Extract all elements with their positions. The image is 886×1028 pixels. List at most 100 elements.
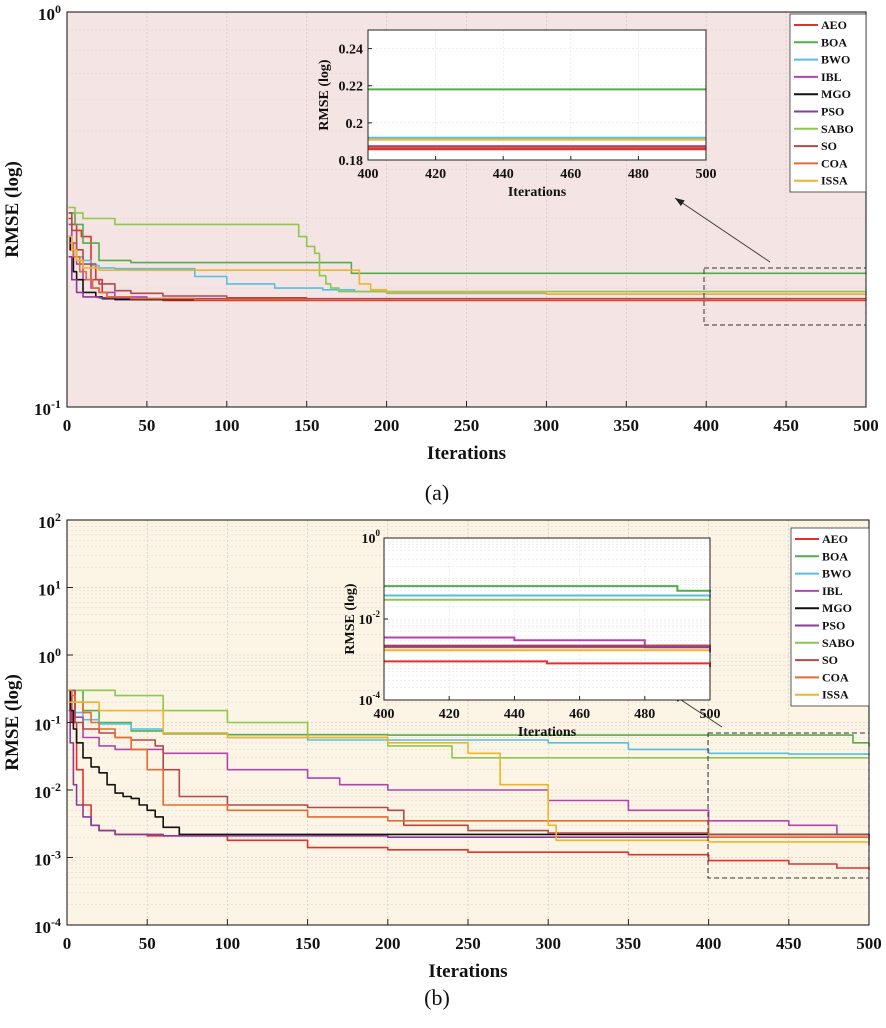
x-tick-label: 300 xyxy=(535,934,561,953)
inset-y-axis-label: RMSE (log) xyxy=(317,59,332,131)
inset-x-tick-label: 500 xyxy=(696,167,717,182)
inset-y-axis-label: RMSE (log) xyxy=(343,583,358,655)
legend-label-boa: BOA xyxy=(821,35,847,49)
inset-y-tick-label: 0.18 xyxy=(339,154,364,169)
legend-label-mgo: MGO xyxy=(822,601,852,615)
inset-y-tick-label: 0.22 xyxy=(339,80,364,95)
legend-label-pso: PSO xyxy=(821,105,844,119)
legend-label-bwo: BWO xyxy=(821,53,850,67)
x-tick-label: 150 xyxy=(294,416,320,435)
x-tick-label: 0 xyxy=(63,934,72,953)
x-tick-label: 200 xyxy=(375,934,401,953)
inset-frame xyxy=(367,29,707,161)
series-issa-a xyxy=(68,235,867,296)
x-axis-label: Iterations xyxy=(427,443,506,464)
legend-label-boa: BOA xyxy=(822,549,848,563)
y-tick-label: 101 xyxy=(38,578,61,600)
legend-label-sabo: SABO xyxy=(821,122,854,136)
y-tick-label: 102 xyxy=(38,510,61,532)
panel-caption: (a) xyxy=(425,480,449,505)
series-coa-a xyxy=(68,242,867,301)
inset-x-axis-label: Iterations xyxy=(508,185,567,200)
x-tick-label: 100 xyxy=(214,416,240,435)
legend-label-ibl: IBL xyxy=(821,70,842,84)
inset-y-tick-label: 10-2 xyxy=(359,609,381,628)
zoom-arrow xyxy=(674,197,771,263)
x-tick-label: 0 xyxy=(63,416,72,435)
legend-box xyxy=(789,13,867,193)
series-issa-b xyxy=(68,701,869,843)
x-tick-label: 450 xyxy=(773,416,799,435)
x-tick-label: 100 xyxy=(215,934,241,953)
zoom-arrow-head xyxy=(675,198,685,207)
x-tick-label: 50 xyxy=(139,934,156,953)
inset-x-tick-label: 440 xyxy=(504,707,525,722)
x-tick-label: 500 xyxy=(856,934,882,953)
inset-y-tick-label: 0.2 xyxy=(346,117,364,132)
inset-background xyxy=(384,538,710,700)
series-aeo-b xyxy=(68,689,870,871)
series-ibl-b xyxy=(68,689,870,841)
inset-x-axis-label: Iterations xyxy=(518,725,577,740)
y-tick-label: 100 xyxy=(38,2,61,24)
inset-y-tick-label: 10-4 xyxy=(359,690,381,709)
legend-label-sabo: SABO xyxy=(822,636,855,650)
legend-box xyxy=(790,527,870,707)
series-boa-a xyxy=(68,212,866,275)
x-tick-label: 450 xyxy=(776,934,802,953)
x-axis-label: Iterations xyxy=(428,961,507,982)
legend-label-so: SO xyxy=(821,139,837,153)
legend-label-ibl: IBL xyxy=(822,584,843,598)
y-axis-label: RMSE (log) xyxy=(2,674,23,771)
y-tick-label: 10-1 xyxy=(34,713,61,735)
series-pso-b xyxy=(68,709,870,846)
inset-x-tick-label: 440 xyxy=(493,167,514,182)
y-tick-label: 100 xyxy=(38,645,61,667)
legend-label-aeo: AEO xyxy=(821,18,847,32)
legend-label-coa: COA xyxy=(822,670,849,684)
inset-x-tick-label: 420 xyxy=(439,707,460,722)
inset-x-tick-label: 420 xyxy=(425,167,446,182)
inset-y-tick-label: 100 xyxy=(362,528,381,547)
legend-label-aeo: AEO xyxy=(822,532,848,546)
x-tick-label: 200 xyxy=(374,416,400,435)
y-tick-label: 10-2 xyxy=(34,780,61,802)
inset-x-tick-label: 500 xyxy=(700,707,721,722)
inset-x-tick-label: 460 xyxy=(560,167,581,182)
x-tick-label: 250 xyxy=(455,934,481,953)
legend-label-mgo: MGO xyxy=(821,87,851,101)
series-mgo-b xyxy=(68,689,870,836)
series-so-a xyxy=(68,212,867,301)
x-tick-label: 50 xyxy=(138,416,155,435)
inset-y-tick-label: 0.24 xyxy=(339,43,364,58)
inset-x-tick-label: 480 xyxy=(634,707,655,722)
y-tick-label: 10-3 xyxy=(34,848,61,870)
inset-x-tick-label: 400 xyxy=(374,707,395,722)
legend-label-issa: ISSA xyxy=(821,174,848,188)
x-tick-label: 500 xyxy=(853,416,879,435)
legend-label-bwo: BWO xyxy=(822,567,851,581)
legend-label-pso: PSO xyxy=(822,619,845,633)
x-tick-label: 300 xyxy=(534,416,560,435)
inset-x-tick-label: 460 xyxy=(569,707,590,722)
y-tick-label: 10-4 xyxy=(34,915,61,937)
inset-x-tick-label: 400 xyxy=(358,167,379,182)
series-sabo-a xyxy=(68,206,867,294)
x-tick-label: 400 xyxy=(696,934,722,953)
series-sabo-b xyxy=(68,689,869,759)
x-tick-label: 400 xyxy=(693,416,719,435)
legend-label-so: SO xyxy=(822,653,838,667)
y-axis-label: RMSE (log) xyxy=(2,161,23,258)
legend-label-coa: COA xyxy=(821,156,848,170)
zoom-region-box xyxy=(703,267,867,326)
inset-x-tick-label: 480 xyxy=(628,167,649,182)
zoom-region-box xyxy=(707,732,870,879)
y-tick-label: 10-1 xyxy=(34,397,61,419)
panel-caption: (b) xyxy=(424,985,450,1010)
x-tick-label: 150 xyxy=(295,934,321,953)
x-tick-label: 350 xyxy=(616,934,642,953)
x-tick-label: 250 xyxy=(454,416,480,435)
x-tick-label: 350 xyxy=(614,416,640,435)
